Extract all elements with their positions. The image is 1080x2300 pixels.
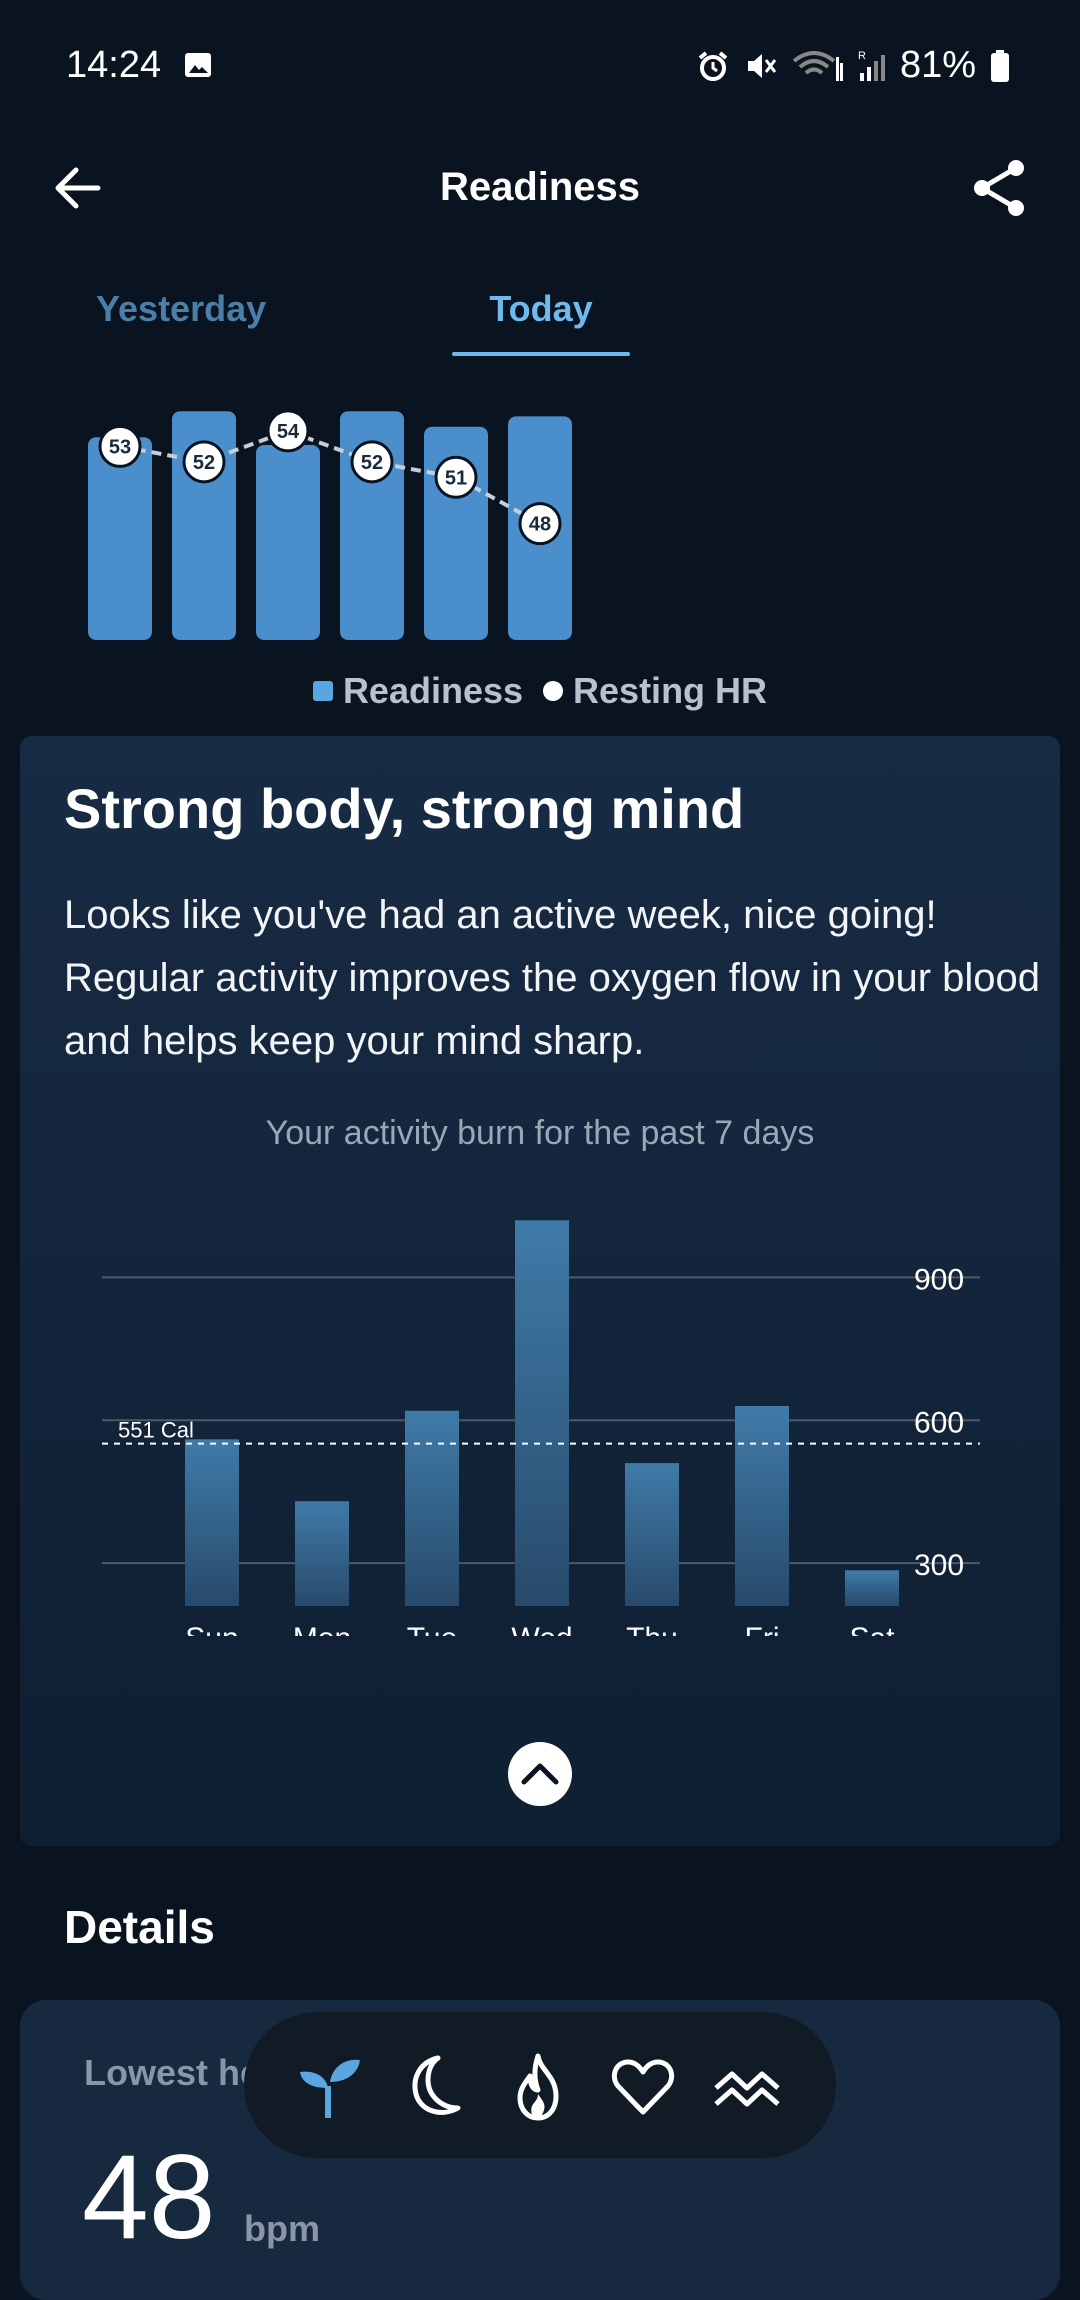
status-bar: 14:24 R 81%: [0, 0, 1080, 130]
readiness-legend-swatch: [312, 681, 333, 702]
back-arrow-icon: [55, 167, 101, 209]
x-tick-label: Fri: [745, 1622, 780, 1636]
x-tick-label: Mon: [293, 1622, 351, 1636]
y-tick-label: 900: [914, 1263, 964, 1296]
share-button[interactable]: [968, 156, 1032, 220]
average-label: 551 Cal: [118, 1418, 194, 1443]
status-time: 14:24: [66, 44, 214, 87]
app-bar: Readiness: [0, 140, 1080, 250]
svg-text:R: R: [858, 50, 866, 62]
activity-bar: [405, 1410, 459, 1606]
x-tick-label: Thu: [626, 1622, 678, 1636]
legend-readiness: Readiness: [342, 670, 524, 712]
detail-unit: bpm: [244, 2208, 320, 2249]
battery-icon: [991, 49, 1009, 82]
x-tick-label: Sat: [849, 1622, 895, 1636]
waves-icon[interactable]: [712, 2052, 782, 2122]
insight-title: Strong body, strong mind: [64, 777, 745, 840]
signal-icon: R: [858, 50, 885, 81]
activity-bar: [515, 1220, 569, 1606]
readiness-bar: [88, 437, 152, 640]
share-icon: [974, 160, 1024, 216]
detail-value: 48: [82, 2130, 216, 2264]
readiness-chart: 53 52 54 52 51 48: [88, 409, 572, 640]
mute-icon: [747, 53, 777, 78]
resting-hr-point: [98, 424, 142, 468]
activity-bar: [295, 1501, 349, 1606]
legend-resting-hr: Resting HR: [573, 670, 768, 712]
y-tick-label: 600: [914, 1406, 964, 1439]
activity-chart-caption: Your activity burn for the past 7 days: [265, 1114, 815, 1152]
insight-card: Strong body, strong mind Looks like you'…: [20, 736, 1060, 1846]
heart-icon[interactable]: [608, 2052, 678, 2122]
resting-hr-label: 53: [109, 436, 131, 458]
x-tick-label: Tue: [407, 1622, 458, 1636]
resting-hr-legend-swatch: [543, 681, 564, 702]
tab-active-indicator: [452, 352, 630, 356]
bottom-nav: [244, 2012, 836, 2158]
activity-bar: [845, 1570, 899, 1606]
resting-hr-point: [518, 502, 562, 546]
flame-icon[interactable]: [504, 2052, 574, 2122]
resting-hr-point: [266, 409, 310, 453]
resting-hr-point: [182, 440, 226, 484]
details-heading: Details: [64, 1901, 215, 1953]
x-tick-label: Wed: [511, 1622, 572, 1636]
wifi-icon: [792, 50, 843, 81]
resting-hr-point: [350, 440, 394, 484]
readiness-legend: Readiness Resting HR: [0, 668, 1080, 712]
alarm-icon: [698, 50, 728, 81]
resting-hr-label: 48: [529, 514, 551, 536]
sprout-icon[interactable]: [294, 2052, 364, 2122]
status-icons: R 81%: [696, 44, 1010, 87]
activity-burn-chart: 300 600 900 Sun Mon Tue Wed Thu Fri Sat 551 Cal: [102, 1220, 980, 1636]
resting-hr-label: 54: [277, 421, 300, 443]
resting-hr-point: [434, 455, 478, 499]
resting-hr-label: 52: [193, 452, 215, 474]
x-tick-label: Sun: [185, 1622, 238, 1636]
back-button[interactable]: [48, 158, 108, 218]
day-tabs: Yesterday Today: [0, 278, 1080, 358]
gallery-notification-icon: [184, 53, 211, 77]
chevron-up-icon: [521, 1763, 559, 1785]
insight-body: Looks like you've had an active week, ni…: [64, 893, 1041, 1063]
y-tick-label: 300: [914, 1549, 964, 1582]
readiness-bar: [256, 445, 320, 640]
activity-bar: [735, 1406, 789, 1606]
collapse-button[interactable]: [508, 1742, 572, 1806]
resting-hr-label: 52: [361, 452, 383, 474]
tab-today[interactable]: Today: [489, 288, 593, 329]
activity-bar: [625, 1463, 679, 1606]
battery-percent: 81%: [899, 44, 976, 86]
activity-bar: [185, 1439, 239, 1606]
page-title: Readiness: [439, 165, 641, 209]
resting-hr-label: 51: [445, 467, 467, 489]
status-time-label: 14:24: [66, 44, 162, 86]
moon-icon[interactable]: [398, 2052, 468, 2122]
tab-yesterday[interactable]: Yesterday: [96, 288, 267, 329]
